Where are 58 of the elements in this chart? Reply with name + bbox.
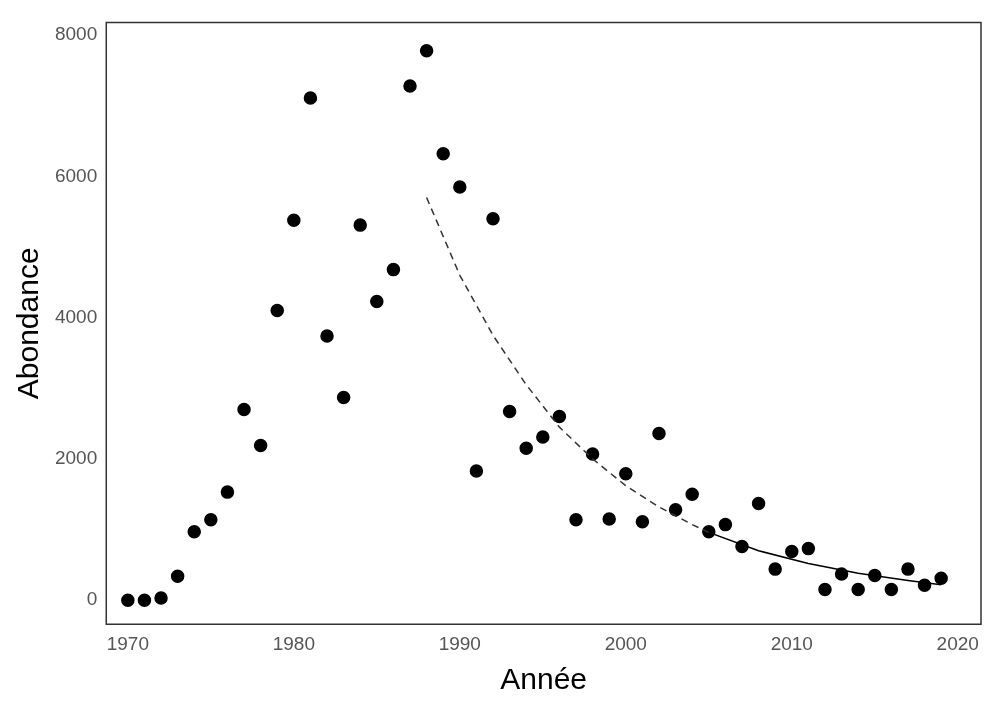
point	[536, 430, 550, 444]
point	[187, 524, 201, 539]
y-tick-label: 6000	[54, 164, 98, 186]
point	[884, 582, 899, 597]
point	[718, 517, 733, 532]
point	[801, 541, 816, 556]
point	[685, 487, 699, 501]
x-axis-title: Année	[500, 662, 588, 696]
point	[785, 544, 799, 559]
x-tick-label: 1980	[272, 632, 315, 654]
point	[419, 43, 434, 58]
point	[502, 404, 517, 419]
point	[403, 79, 417, 93]
y-axis-title: Abondance	[11, 247, 45, 400]
x-tick-label: 2010	[770, 632, 813, 654]
point	[436, 147, 450, 161]
y-tick-label: 2000	[54, 447, 98, 469]
point	[552, 409, 567, 424]
point	[320, 329, 334, 343]
point	[668, 503, 683, 517]
point	[386, 262, 401, 277]
point	[619, 467, 633, 481]
point	[303, 91, 318, 105]
y-tick-label: 0	[86, 588, 98, 610]
y-tick-label: 4000	[54, 305, 98, 327]
point	[170, 569, 185, 583]
point	[220, 485, 235, 499]
point	[751, 496, 766, 511]
point	[336, 390, 351, 405]
point	[768, 562, 782, 576]
point	[237, 402, 251, 417]
point	[569, 512, 583, 527]
point	[353, 218, 367, 232]
point	[519, 441, 533, 456]
point	[901, 562, 915, 576]
point	[270, 303, 284, 318]
point	[585, 447, 600, 461]
x-tick-label: 2020	[936, 632, 979, 654]
point	[370, 294, 384, 309]
point	[121, 593, 135, 607]
point	[154, 591, 168, 605]
point	[204, 512, 218, 527]
point	[469, 464, 484, 478]
point	[934, 571, 948, 586]
point	[635, 515, 650, 529]
x-tick-label: 2000	[604, 632, 647, 654]
y-tick-label: 8000	[54, 23, 98, 45]
point	[287, 213, 301, 227]
point	[253, 438, 268, 453]
point	[453, 180, 467, 194]
point	[486, 212, 500, 226]
point	[652, 426, 666, 441]
x-tick-label: 1990	[438, 632, 481, 654]
x-tick-label: 1970	[106, 632, 149, 654]
point	[602, 512, 616, 526]
point	[818, 582, 832, 597]
point	[137, 593, 152, 607]
point	[851, 582, 865, 597]
